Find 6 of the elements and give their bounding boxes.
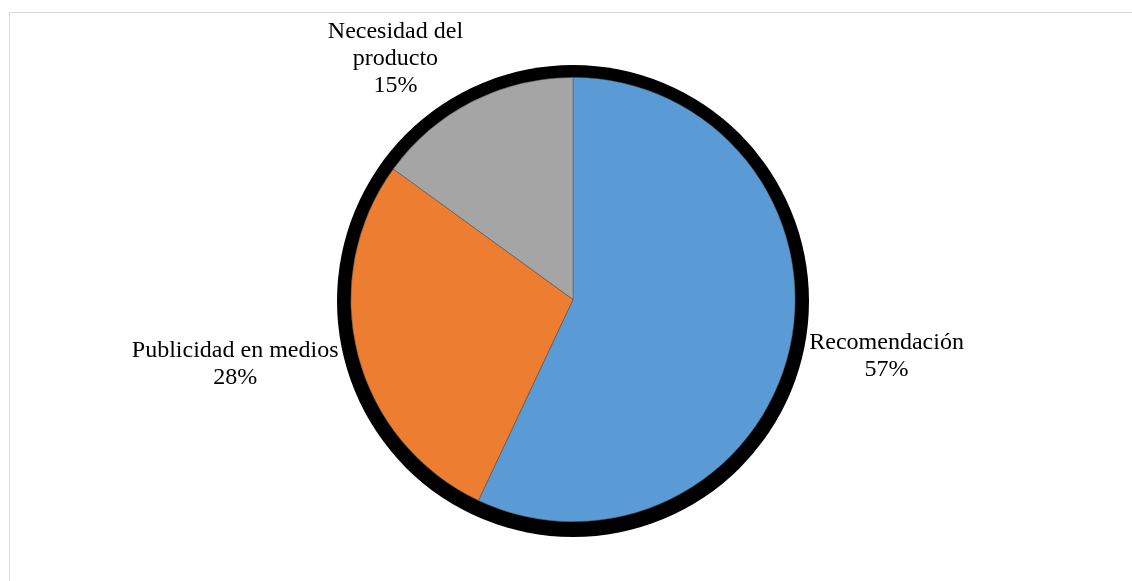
slice-label: Publicidad en medios <box>131 336 339 363</box>
data-label: 57% <box>864 355 909 382</box>
data-label: 15% <box>373 70 418 97</box>
slice-label: Necesidad del producto <box>327 16 464 70</box>
data-label: 28% <box>213 363 258 390</box>
slice-label: Recomendación <box>809 328 964 355</box>
